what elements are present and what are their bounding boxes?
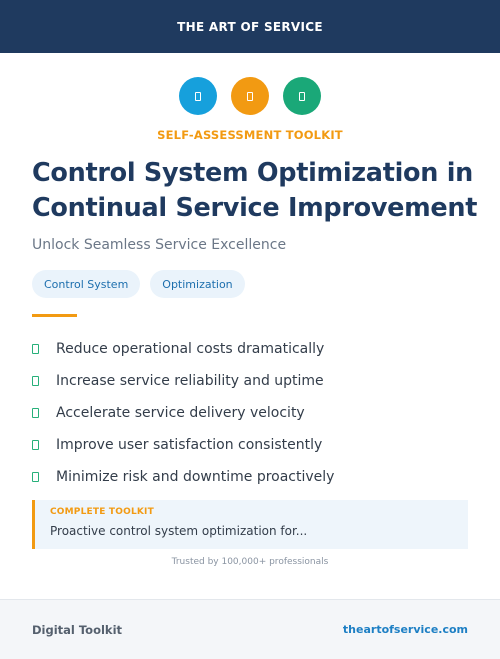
benefit-item: Accelerate service delivery velocity [32,397,472,429]
accent-divider [32,314,77,317]
footer-label: Digital Toolkit [32,622,123,637]
blue-icon [179,77,217,115]
check-icon [32,344,39,354]
benefit-text: Improve user satisfaction consistently [56,437,323,453]
benefit-text: Reduce operational costs dramatically [56,341,325,357]
callout-label: COMPLETE TOOLKIT [50,507,154,517]
benefit-item: Minimize risk and downtime proactively [32,461,472,493]
tag-optimization[interactable]: Optimization [150,270,245,298]
benefit-item: Improve user satisfaction consistently [32,429,472,461]
check-icon [32,376,39,386]
page-subtitle: Unlock Seamless Service Excellence [32,237,287,253]
footer: Digital Toolkit theartofservice.com [0,599,500,659]
trust-line: Trusted by 100,000+ professionals [171,557,329,567]
blue-icon-glyph [195,91,201,101]
page-title: Control System Optimization in Continual… [32,158,478,223]
benefit-text: Minimize risk and downtime proactively [56,469,335,485]
benefit-text: Increase service reliability and uptime [56,373,324,389]
tag-list: Control System Optimization [32,270,245,298]
orange-icon [231,77,269,115]
check-icon [32,472,39,482]
orange-icon-glyph [247,91,253,101]
green-icon-glyph [299,91,305,101]
green-icon [283,77,321,115]
toolkit-kicker: SELF-ASSESSMENT TOOLKIT [157,128,343,142]
callout-text: Proactive control system optimization fo… [50,524,308,538]
benefit-text: Accelerate service delivery velocity [56,405,305,421]
tag-control-system[interactable]: Control System [32,270,141,298]
check-icon [32,440,39,450]
toolkit-callout: COMPLETE TOOLKIT Proactive control syste… [32,500,468,549]
brand-name: THE ART OF SERVICE [177,19,323,34]
icon-row [0,77,500,115]
benefit-list: Reduce operational costs dramatically In… [32,333,472,493]
benefit-item: Increase service reliability and uptime [32,365,472,397]
header-bar: THE ART OF SERVICE [0,0,500,53]
benefit-item: Reduce operational costs dramatically [32,333,472,365]
website-link[interactable]: theartofservice.com [342,623,468,636]
check-icon [32,408,39,418]
